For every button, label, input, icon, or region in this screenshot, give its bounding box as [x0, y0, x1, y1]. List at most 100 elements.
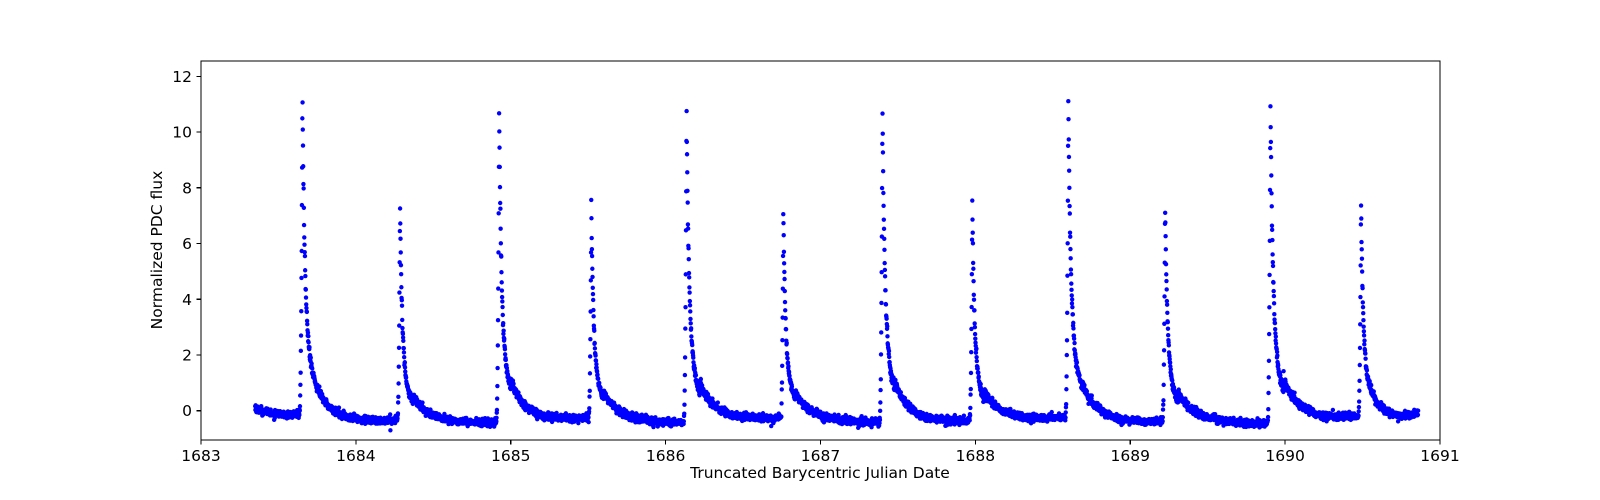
data-point: [594, 362, 599, 367]
data-point: [1072, 340, 1077, 346]
data-point: [781, 212, 786, 217]
data-point: [301, 164, 306, 169]
data-point: [588, 250, 594, 255]
data-point: [595, 372, 600, 377]
data-point: [971, 292, 976, 297]
data-point: [399, 303, 405, 308]
data-point: [442, 411, 447, 417]
data-point: [302, 242, 307, 247]
data-point: [592, 328, 597, 333]
data-point: [1271, 280, 1276, 285]
data-point: [1165, 310, 1170, 316]
data-point: [590, 297, 596, 303]
data-point: [586, 415, 591, 420]
data-point: [686, 256, 691, 262]
y-tick-label: 6: [182, 235, 192, 253]
data-point: [397, 290, 402, 295]
data-point: [388, 428, 393, 433]
data-point: [1065, 198, 1071, 203]
data-point: [1161, 402, 1166, 407]
x-tick-label: 1691: [1420, 447, 1459, 465]
data-point: [304, 309, 310, 315]
data-point: [687, 303, 693, 308]
data-point: [967, 413, 973, 418]
data-point: [503, 357, 508, 363]
data-point: [301, 222, 307, 228]
data-point: [400, 325, 405, 331]
data-point: [779, 387, 784, 392]
data-point: [1065, 143, 1071, 149]
data-point: [681, 419, 687, 424]
x-tick-label: 1683: [181, 447, 220, 465]
data-point: [883, 302, 889, 307]
data-point: [1162, 294, 1167, 299]
data-point: [1160, 418, 1165, 424]
data-point: [1066, 154, 1072, 160]
data-point: [1063, 410, 1068, 415]
data-point: [1164, 287, 1169, 292]
data-point: [975, 366, 980, 371]
data-point: [588, 337, 593, 342]
data-point: [586, 419, 591, 425]
data-point: [400, 335, 406, 340]
data-point: [1071, 320, 1076, 326]
data-point: [968, 386, 973, 392]
data-point: [1068, 246, 1073, 252]
data-point: [1163, 262, 1169, 267]
data-point: [969, 271, 975, 277]
data-point: [970, 260, 976, 266]
data-point: [494, 396, 500, 401]
data-point: [301, 181, 306, 187]
data-point: [974, 358, 980, 364]
scatter-data-layer: [253, 99, 1421, 433]
data-point: [300, 116, 305, 121]
data-point: [398, 221, 403, 226]
data-point: [782, 276, 787, 282]
data-point: [1160, 407, 1166, 412]
data-point: [1267, 305, 1272, 310]
data-point: [974, 354, 979, 360]
data-point: [499, 294, 505, 300]
data-point: [305, 322, 310, 327]
data-point: [403, 369, 408, 374]
data-point: [1068, 267, 1074, 272]
data-point: [784, 340, 789, 346]
data-point: [1066, 168, 1072, 173]
data-point: [398, 262, 404, 268]
data-point: [692, 365, 697, 371]
data-point: [881, 203, 886, 208]
data-point: [1161, 348, 1167, 353]
data-point: [588, 278, 594, 283]
data-point: [1071, 326, 1076, 331]
data-point: [499, 270, 504, 275]
data-point: [305, 330, 311, 335]
data-point: [880, 111, 885, 116]
data-point: [974, 346, 979, 351]
data-point: [1265, 414, 1271, 420]
data-point: [502, 336, 507, 342]
data-point: [259, 404, 264, 409]
data-point: [1266, 331, 1272, 337]
y-tick-label: 12: [172, 68, 192, 86]
data-point: [972, 325, 978, 330]
data-point: [1269, 173, 1274, 178]
data-point: [298, 382, 303, 387]
data-point: [497, 129, 502, 134]
data-point: [779, 401, 784, 406]
data-point: [1067, 203, 1072, 209]
x-tick-label: 1688: [956, 447, 995, 465]
data-point: [688, 316, 693, 322]
data-point: [781, 233, 786, 238]
y-tick-label: 8: [182, 179, 192, 197]
data-point: [784, 351, 790, 357]
data-point: [300, 127, 305, 132]
data-point: [302, 249, 307, 255]
data-point: [882, 267, 888, 273]
data-point: [689, 334, 694, 339]
data-point: [1266, 407, 1271, 412]
data-point: [1082, 382, 1087, 388]
data-point: [879, 300, 884, 306]
x-tick-label: 1689: [1111, 447, 1150, 465]
